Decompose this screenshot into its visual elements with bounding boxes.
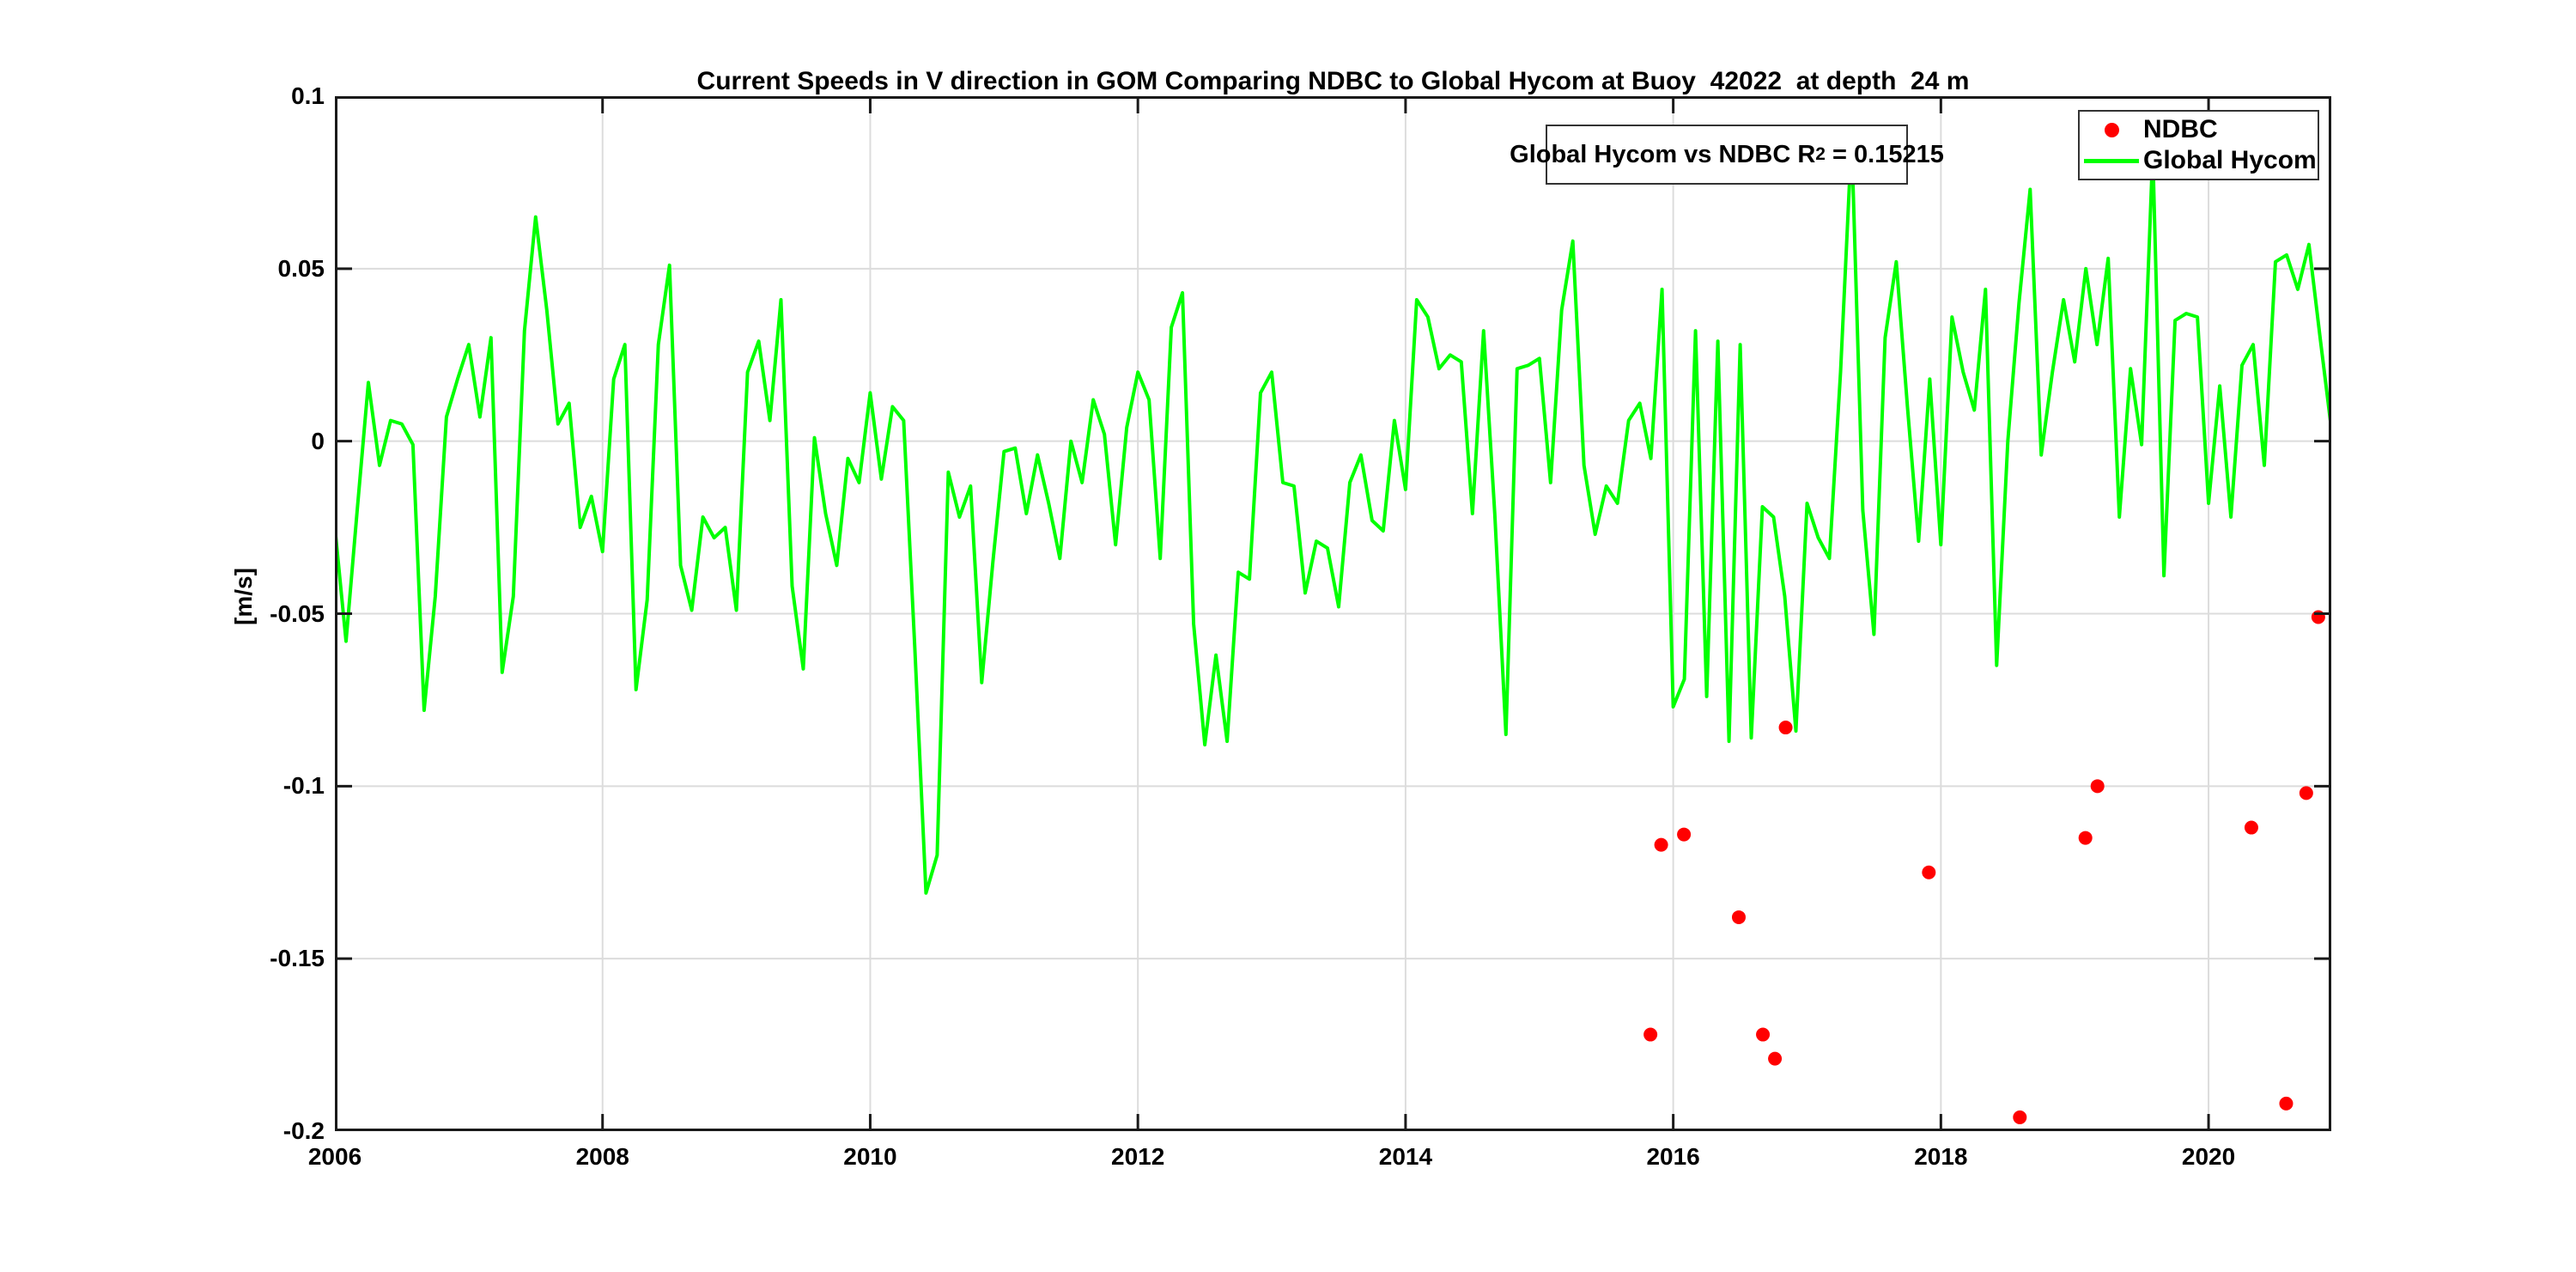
x-tick-label: 2014 bbox=[1378, 1143, 1433, 1170]
x-tick-label: 2012 bbox=[1111, 1143, 1165, 1170]
y-tick-label: -0.2 bbox=[283, 1117, 325, 1144]
legend-item-ndbc: NDBC bbox=[2080, 115, 2318, 144]
legend: NDBC Global Hycom bbox=[2078, 110, 2319, 180]
ndbc-data-point bbox=[1731, 910, 1746, 924]
ndbc-dot-marker-icon bbox=[2104, 122, 2119, 137]
chart-title: Current Speeds in V direction in GOM Com… bbox=[696, 67, 1970, 95]
legend-marker-cell bbox=[2080, 122, 2143, 137]
ndbc-data-point bbox=[2299, 786, 2313, 800]
ndbc-data-point bbox=[1768, 1051, 1783, 1066]
ndbc-data-point bbox=[1778, 721, 1793, 735]
ndbc-data-point bbox=[1756, 1027, 1771, 1042]
ndbc-data-point bbox=[2090, 779, 2105, 794]
ndbc-data-point bbox=[2013, 1110, 2027, 1124]
legend-label-ndbc: NDBC bbox=[2143, 115, 2218, 143]
y-tick-label: 0.1 bbox=[291, 82, 325, 109]
y-tick-label: 0.05 bbox=[277, 254, 325, 282]
hycom-line-series bbox=[335, 136, 2331, 895]
ndbc-data-point bbox=[1922, 865, 1936, 879]
x-tick-label: 2020 bbox=[2181, 1143, 2236, 1170]
legend-label-global-hycom: Global Hycom bbox=[2143, 146, 2317, 174]
ndbc-data-point bbox=[1677, 827, 1692, 842]
ndbc-data-point bbox=[2279, 1096, 2293, 1111]
x-tick-label: 2010 bbox=[843, 1143, 897, 1170]
legend-marker-cell bbox=[2080, 158, 2143, 163]
plot-area bbox=[335, 96, 2331, 1131]
legend-item-global-hycom: Global Hycom bbox=[2080, 146, 2318, 175]
hycom-line-marker-icon bbox=[2084, 158, 2139, 163]
y-tick-label: 0 bbox=[311, 427, 325, 454]
x-tick-label: 2006 bbox=[307, 1143, 362, 1170]
x-tick-label: 2018 bbox=[1914, 1143, 1968, 1170]
y-tick-label: -0.05 bbox=[270, 599, 325, 627]
ndbc-data-point bbox=[1643, 1027, 1658, 1042]
annotation-text-suffix: = 0.15215 bbox=[1825, 140, 1944, 168]
y-axis-label: [m/s] bbox=[230, 568, 257, 625]
ndbc-data-point bbox=[2078, 831, 2093, 845]
ndbc-data-point bbox=[1654, 837, 1668, 852]
axis-border bbox=[335, 96, 2331, 1131]
ndbc-data-point bbox=[2244, 820, 2258, 835]
chart-canvas bbox=[335, 96, 2331, 1131]
y-tick-label: -0.15 bbox=[270, 945, 325, 972]
y-tick-label: -0.1 bbox=[283, 772, 325, 800]
ndbc-data-point bbox=[2311, 610, 2325, 624]
annotation-text-prefix: Global Hycom vs NDBC R bbox=[1510, 140, 1816, 168]
x-tick-label: 2008 bbox=[575, 1143, 629, 1170]
x-tick-label: 2016 bbox=[1646, 1143, 1700, 1170]
